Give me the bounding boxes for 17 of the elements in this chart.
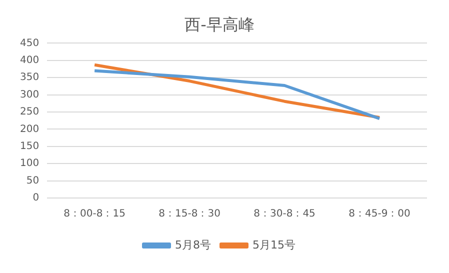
y-tick-label: 300 — [20, 89, 40, 100]
y-tick-label: 0 — [32, 192, 40, 204]
x-tick-label: 8：15-8：30 — [158, 208, 220, 220]
x-tick-label: 8：30-8：45 — [254, 208, 316, 220]
legend-label: 5月15号 — [252, 238, 296, 252]
y-tick-label: 50 — [26, 175, 40, 186]
x-tick-label: 8：00-8：15 — [64, 208, 126, 220]
chart-title: 西-早高峰 — [184, 14, 254, 34]
x-tick-label: 8：45-9：00 — [348, 208, 410, 220]
y-tick-label: 100 — [20, 158, 40, 170]
legend-label: 5月8号 — [175, 238, 212, 252]
y-tick-label: 350 — [20, 72, 40, 84]
y-tick-label: 250 — [20, 106, 40, 118]
y-tick-label: 150 — [20, 140, 40, 152]
y-tick-label: 450 — [20, 38, 40, 49]
y-tick-label: 200 — [20, 124, 40, 135]
y-tick-label: 400 — [20, 54, 40, 66]
